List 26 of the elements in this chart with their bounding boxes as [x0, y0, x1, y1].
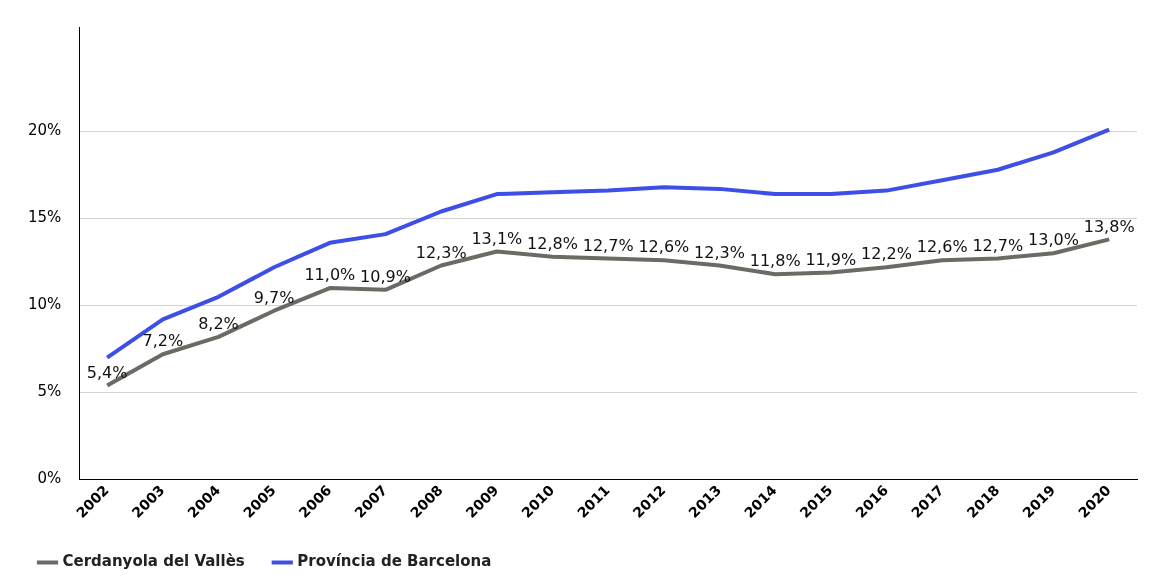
data-label: 13,1% [471, 228, 523, 248]
data-label: 11,8% [749, 251, 801, 271]
data-label: 12,8% [527, 233, 578, 253]
data-label: 11,0% [304, 265, 356, 285]
data-label: 13,0% [1028, 230, 1079, 250]
y-tick-label: 10% [28, 295, 62, 314]
y-tick-label: 20% [28, 121, 62, 140]
data-label: 12,7% [972, 235, 1024, 255]
y-tick-label: 5% [37, 382, 62, 401]
data-label: 8,2% [198, 313, 239, 333]
data-label: 5,4% [86, 362, 128, 382]
legend-label: Cerdanyola del Vallès [62, 552, 245, 571]
data-label: 12,6% [916, 237, 968, 257]
legend-label: Província de Barcelona [297, 552, 492, 571]
data-label: 13,8% [1083, 216, 1135, 236]
data-label: 7,2% [142, 331, 184, 351]
data-label: 12,7% [582, 235, 634, 255]
data-label: 12,6% [638, 237, 690, 257]
data-label: 12,3% [415, 242, 467, 262]
data-label: 12,3% [694, 242, 745, 262]
data-label: 9,7% [253, 287, 295, 307]
y-tick-label: 15% [28, 208, 62, 227]
y-tick-label: 0% [37, 469, 62, 488]
data-label: 10,9% [360, 266, 411, 286]
data-label: 11,9% [805, 249, 857, 269]
data-label: 12,2% [861, 244, 912, 264]
